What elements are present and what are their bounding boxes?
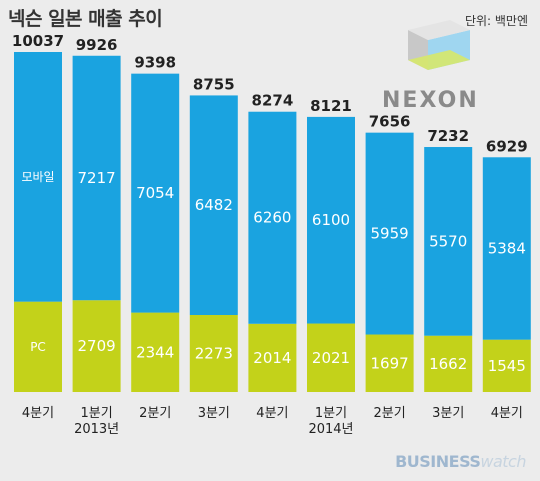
category-label-1-1: 2013년 — [74, 422, 119, 437]
bar-mobile-2 — [131, 73, 180, 313]
bar-mobile-3 — [189, 95, 238, 316]
bar-pc-2 — [131, 312, 180, 392]
bar-pc-1 — [72, 300, 121, 392]
category-label-8-0: 4분기 — [491, 406, 523, 421]
bar-pc-7 — [424, 335, 473, 392]
pc-value-label-8: 1545 — [488, 357, 526, 375]
pc-value-label-7: 1662 — [429, 355, 467, 373]
category-label-5-1: 2014년 — [308, 422, 353, 437]
bar-pc-3 — [189, 315, 238, 392]
pc-value-label-3: 2273 — [195, 345, 233, 363]
category-label-7-0: 3분기 — [432, 406, 464, 421]
total-label-6: 7656 — [369, 113, 411, 131]
bar-pc-8 — [482, 339, 531, 392]
total-label-8: 6929 — [486, 137, 528, 155]
unit-label: 단위: 백만엔 — [464, 14, 528, 28]
chart-title: 넥슨 일본 매출 추이 — [8, 8, 163, 30]
category-label-2-0: 2분기 — [139, 406, 171, 421]
mobile-value-label-5: 6100 — [312, 211, 350, 229]
bar-mobile-1 — [72, 55, 121, 301]
mobile-value-label-6: 5959 — [371, 225, 409, 243]
mobile-value-label-4: 6260 — [253, 209, 291, 227]
bar-mobile-4 — [248, 111, 297, 324]
total-label-5: 8121 — [310, 97, 352, 115]
watermark-light: watch — [480, 452, 526, 471]
series-label-pc: PC — [30, 340, 46, 354]
bar-mobile-7 — [424, 147, 473, 336]
category-label-6-0: 2분기 — [373, 406, 405, 421]
total-label-1: 9926 — [76, 36, 118, 54]
total-label-7: 7232 — [427, 127, 469, 145]
series-label-mobile: 모바일 — [21, 170, 54, 184]
watermark-bold: BUSINESS — [395, 452, 481, 471]
nexon-logo-icon — [408, 20, 470, 70]
bars-group: 10037모바일PC4분기9926721727091분기2013년9398705… — [12, 32, 531, 437]
mobile-value-label-7: 5570 — [429, 232, 467, 250]
total-label-4: 8274 — [252, 92, 294, 110]
category-label-4-0: 4분기 — [256, 406, 288, 421]
bar-pc-5 — [307, 323, 355, 392]
pc-value-label-6: 1697 — [371, 354, 409, 372]
nexon-logo-text: NEXON — [382, 88, 479, 113]
bar-mobile-0 — [14, 52, 62, 302]
mobile-value-label-1: 7217 — [78, 169, 116, 187]
bar-mobile-5 — [307, 116, 355, 324]
category-label-0-0: 4분기 — [22, 406, 54, 421]
bar-mobile-8 — [482, 157, 531, 340]
pc-value-label-5: 2021 — [312, 349, 350, 367]
category-label-3-0: 3분기 — [198, 406, 230, 421]
total-label-0: 10037 — [12, 32, 64, 50]
total-label-2: 9398 — [134, 54, 176, 72]
mobile-value-label-8: 5384 — [488, 239, 526, 257]
bar-pc-4 — [248, 323, 297, 392]
category-label-5-0: 1분기 — [315, 406, 347, 421]
businesswatch-watermark: BUSINESSwatch — [395, 452, 526, 471]
pc-value-label-2: 2344 — [136, 343, 174, 361]
bar-pc-0 — [14, 301, 62, 392]
bar-mobile-6 — [365, 132, 414, 335]
mobile-value-label-2: 7054 — [136, 184, 174, 202]
total-label-3: 8755 — [193, 75, 235, 93]
pc-value-label-4: 2014 — [253, 349, 291, 367]
mobile-value-label-3: 6482 — [195, 196, 233, 214]
bar-pc-6 — [365, 334, 414, 392]
pc-value-label-1: 2709 — [78, 337, 116, 355]
category-label-1-0: 1분기 — [80, 406, 112, 421]
